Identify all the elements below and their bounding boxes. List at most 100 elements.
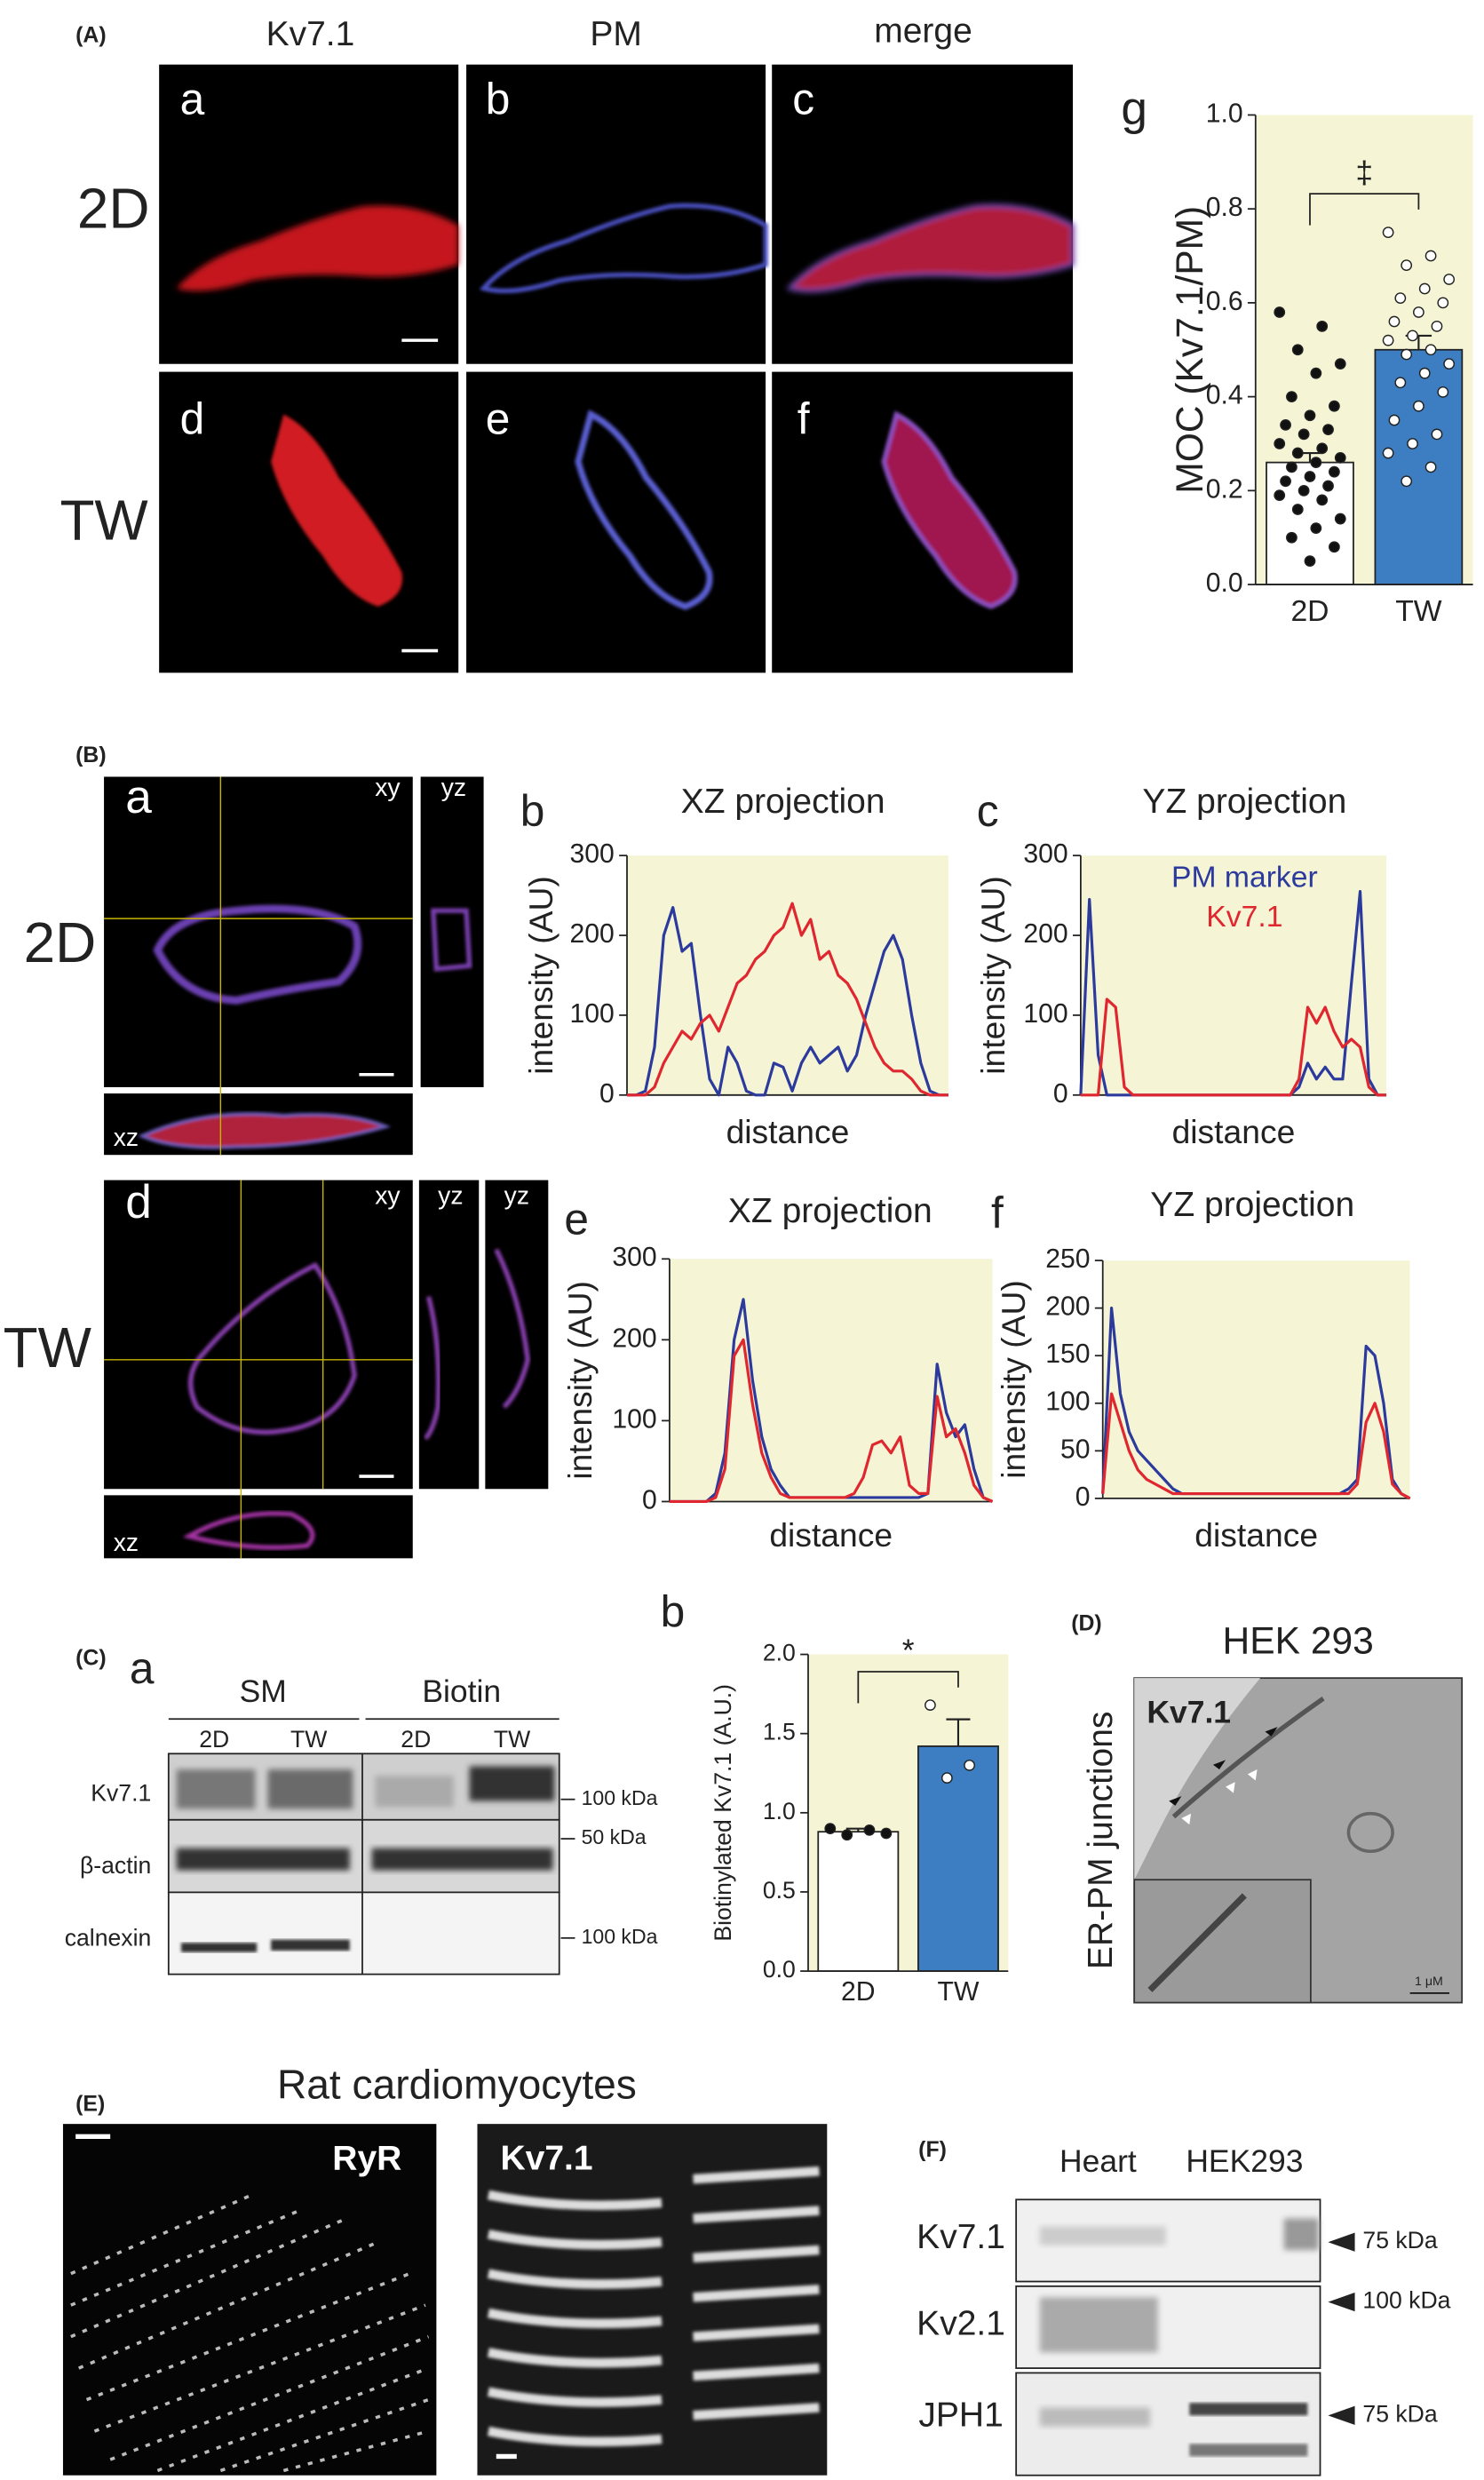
panel-c: (C) a SM Biotin 2D TW 2D TW Kv7.1 β-acti… — [65, 1643, 658, 1975]
line-series — [1080, 998, 1387, 1097]
data-point — [1412, 306, 1424, 318]
y-tick-label: 300 — [570, 839, 615, 869]
band — [371, 1848, 553, 1871]
panel-letter: a — [130, 1643, 155, 1693]
row-label: 2D — [77, 176, 150, 240]
panel-id: (C) — [75, 1646, 106, 1670]
cell — [786, 203, 1075, 293]
column-label: PM — [590, 15, 642, 53]
y-tick-label: 100 — [570, 999, 615, 1029]
data-point — [1394, 292, 1407, 304]
panel-a: (A) Kv7.1 PM merge a b c d e f 2D TW — [60, 12, 1075, 673]
data-point — [1382, 334, 1394, 346]
panel-id: (A) — [75, 23, 106, 47]
row-label: calnexin — [65, 1925, 152, 1951]
y-tick-label: 150 — [1045, 1339, 1090, 1369]
micrograph — [485, 1180, 549, 1490]
panel-b: (B) a xy yz xz 2D d xy yz yz xz TW — [4, 743, 549, 1559]
data-point — [1382, 227, 1394, 238]
data-point — [1334, 358, 1346, 370]
side-label: ER-PM junctions — [1082, 1712, 1120, 1970]
y-axis-label: MOC (Kv7.1/PM) — [1169, 206, 1211, 494]
micrograph — [104, 1180, 413, 1490]
row-label: Kv7.1 — [91, 1779, 151, 1806]
y-tick-label: 100 — [612, 1404, 656, 1434]
data-point — [1443, 358, 1456, 370]
bracket — [1309, 193, 1420, 226]
marker-label: 50 kDa — [582, 1825, 647, 1848]
cell — [153, 904, 362, 1005]
arrowhead — [1328, 2232, 1355, 2425]
cell — [494, 1248, 530, 1409]
data-point — [1431, 320, 1443, 332]
chart-title: YZ projection — [1142, 783, 1346, 821]
data-point — [1291, 344, 1304, 356]
data-point — [1304, 471, 1316, 482]
y-tick-label: 2.0 — [763, 1640, 796, 1666]
data-point — [1316, 320, 1329, 332]
y-axis-label: intensity (AU) — [561, 1281, 599, 1480]
cell — [182, 1511, 315, 1550]
panel-e: (E) Rat cardiomyocytes RyR Kv7.1 — [62, 2062, 828, 2476]
legend-label: Kv7.1 — [1206, 900, 1282, 934]
panel-letter: b — [520, 786, 545, 836]
data-point — [1424, 344, 1437, 356]
band — [176, 1769, 256, 1809]
cell — [881, 410, 1018, 609]
y-axis-label: intensity (AU) — [995, 1280, 1032, 1479]
panel-letter: e — [486, 393, 511, 443]
data-point — [1394, 377, 1407, 389]
view-label: xz — [114, 1529, 139, 1557]
data-point — [1274, 489, 1286, 502]
plot-background — [627, 855, 948, 1095]
data-point — [1298, 484, 1310, 497]
data-point — [1329, 541, 1340, 553]
lane-label: 2D — [401, 1726, 431, 1753]
micrograph — [477, 2124, 828, 2476]
data-point — [1280, 475, 1291, 488]
x-tick-label: 2D — [841, 1977, 876, 2007]
data-point — [1329, 400, 1340, 412]
y-tick-label: 0 — [642, 1485, 657, 1514]
scale-label: 1 μM — [1415, 1975, 1443, 1989]
group-label: Biotin — [422, 1673, 501, 1709]
cell — [431, 908, 472, 972]
data-point — [1334, 513, 1346, 525]
data-point — [1382, 447, 1394, 459]
data-point — [1310, 457, 1322, 469]
x-tick-label: TW — [1395, 594, 1442, 628]
column-label: Kv7.1 — [266, 15, 355, 53]
data-point — [1304, 555, 1316, 568]
y-tick-label: 0 — [1053, 1079, 1068, 1109]
panel-letter: d — [125, 1176, 152, 1228]
data-point — [1418, 367, 1431, 379]
panel-id: (F) — [918, 2138, 947, 2162]
micrograph — [104, 776, 413, 1087]
data-point — [1412, 400, 1424, 412]
bar — [817, 1831, 900, 1972]
plot-background — [669, 1259, 993, 1502]
y-tick-label: 0.2 — [1206, 474, 1243, 504]
micrograph — [62, 2124, 437, 2476]
micrograph — [466, 64, 766, 364]
data-point — [1310, 367, 1322, 379]
chart-title: XZ projection — [728, 1192, 932, 1230]
x-axis-label: distance — [769, 1516, 893, 1554]
annotation: ‡ — [1355, 155, 1373, 190]
cell — [138, 1112, 392, 1149]
row-label: TW — [4, 1316, 92, 1379]
bracket — [857, 1671, 959, 1704]
data-point — [1388, 414, 1401, 426]
view-label: xy — [375, 1182, 401, 1211]
lane-label: 2D — [199, 1726, 229, 1753]
row-label: Kv7.1 — [917, 2218, 1005, 2256]
cell — [575, 409, 713, 610]
band — [180, 1943, 258, 1952]
panel-letter: c — [792, 74, 814, 123]
data-point — [1286, 391, 1298, 403]
data-point — [1329, 465, 1340, 478]
data-point — [1401, 475, 1413, 488]
data-point — [1407, 330, 1418, 342]
panel-letter: f — [991, 1188, 1004, 1238]
marker-label: 75 kDa — [1362, 2227, 1437, 2253]
